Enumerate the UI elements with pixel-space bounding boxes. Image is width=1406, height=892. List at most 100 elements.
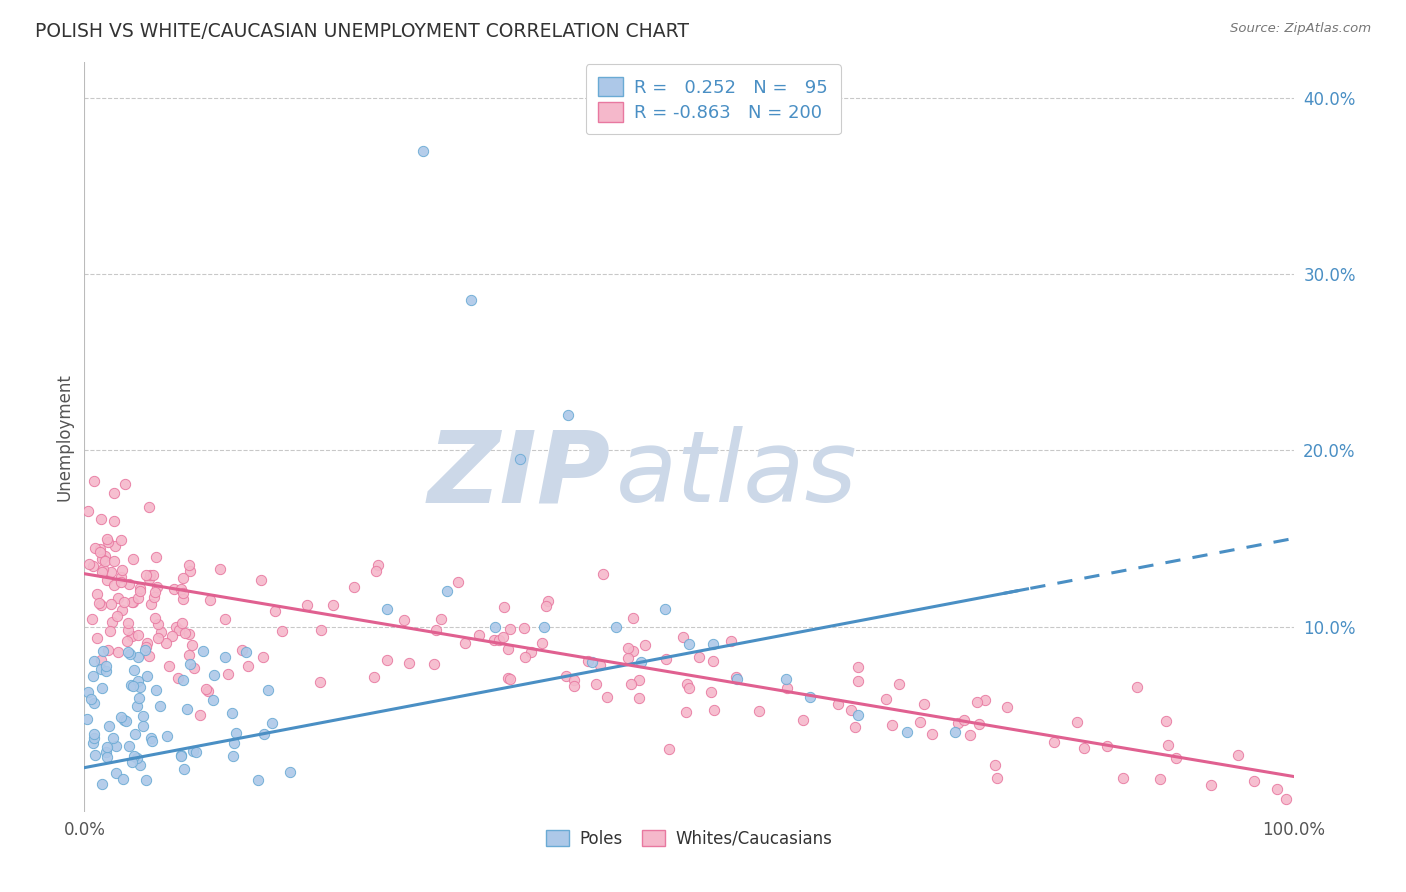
Point: [117, 645, 139, 659]
Point: [105, 739, 128, 753]
Point: [82, 668, 104, 682]
Point: [83, 475, 105, 489]
Point: [127, 649, 149, 664]
Point: [157, 659, 180, 673]
Point: [224, 736, 246, 750]
Point: [145, 580, 167, 594]
Point: [139, 568, 162, 582]
Point: [375, 602, 398, 616]
Text: POLISH VS WHITE/CAUCASIAN UNEMPLOYMENT CORRELATION CHART: POLISH VS WHITE/CAUCASIAN UNEMPLOYMENT C…: [35, 22, 689, 41]
Point: [222, 748, 245, 763]
Point: [143, 585, 166, 599]
Point: [231, 642, 253, 657]
Point: [179, 564, 201, 578]
Point: [90, 777, 112, 791]
Point: [908, 715, 931, 730]
Point: [703, 703, 725, 717]
Point: [576, 654, 599, 668]
Point: [122, 679, 145, 693]
Point: [412, 144, 434, 158]
Point: [995, 700, 1018, 714]
Point: [90, 662, 112, 676]
Point: [1157, 738, 1180, 752]
Point: [270, 624, 292, 638]
Point: [585, 676, 607, 690]
Point: [875, 691, 897, 706]
Point: [110, 710, 132, 724]
Point: [110, 563, 132, 577]
Point: [398, 657, 420, 671]
Point: [121, 629, 143, 643]
Point: [676, 677, 699, 691]
Point: [155, 636, 177, 650]
Point: [87, 596, 110, 610]
Point: [110, 575, 132, 590]
Point: [94, 549, 117, 563]
Point: [96, 750, 118, 764]
Point: [117, 623, 139, 637]
Point: [135, 567, 157, 582]
Point: [675, 705, 697, 719]
Point: [253, 727, 276, 741]
Point: [179, 657, 201, 671]
Point: [86, 587, 108, 601]
Point: [1066, 715, 1088, 730]
Point: [702, 637, 724, 651]
Point: [912, 697, 935, 711]
Point: [447, 574, 470, 589]
Point: [111, 772, 134, 786]
Point: [627, 673, 650, 688]
Point: [633, 638, 655, 652]
Point: [145, 550, 167, 565]
Point: [84, 541, 107, 555]
Point: [484, 632, 506, 647]
Point: [533, 619, 555, 633]
Point: [846, 659, 869, 673]
Point: [165, 620, 187, 634]
Point: [557, 408, 579, 422]
Point: [375, 653, 398, 667]
Point: [90, 653, 112, 667]
Point: [425, 624, 447, 638]
Point: [630, 655, 652, 669]
Point: [107, 591, 129, 606]
Point: [592, 566, 614, 581]
Point: [100, 565, 122, 579]
Point: [114, 714, 136, 728]
Point: [392, 614, 415, 628]
Point: [1095, 739, 1118, 753]
Point: [125, 751, 148, 765]
Point: [173, 762, 195, 776]
Point: [103, 486, 125, 500]
Point: [110, 533, 132, 548]
Point: [127, 628, 149, 642]
Point: [146, 617, 169, 632]
Point: [1227, 747, 1250, 762]
Point: [129, 681, 152, 695]
Point: [221, 706, 243, 721]
Point: [98, 624, 121, 638]
Point: [148, 631, 170, 645]
Point: [1201, 779, 1223, 793]
Point: [278, 765, 301, 780]
Point: [135, 772, 157, 787]
Point: [169, 623, 191, 637]
Point: [170, 747, 193, 762]
Point: [170, 749, 193, 764]
Text: Source: ZipAtlas.com: Source: ZipAtlas.com: [1230, 22, 1371, 36]
Point: [209, 562, 232, 576]
Point: [104, 766, 127, 780]
Point: [135, 669, 157, 683]
Point: [121, 755, 143, 769]
Point: [364, 564, 387, 578]
Point: [217, 667, 239, 681]
Point: [519, 645, 541, 659]
Point: [96, 746, 118, 760]
Point: [589, 658, 612, 673]
Point: [1275, 792, 1298, 806]
Point: [181, 744, 204, 758]
Point: [177, 627, 200, 641]
Point: [120, 647, 142, 661]
Point: [183, 660, 205, 674]
Point: [91, 565, 114, 579]
